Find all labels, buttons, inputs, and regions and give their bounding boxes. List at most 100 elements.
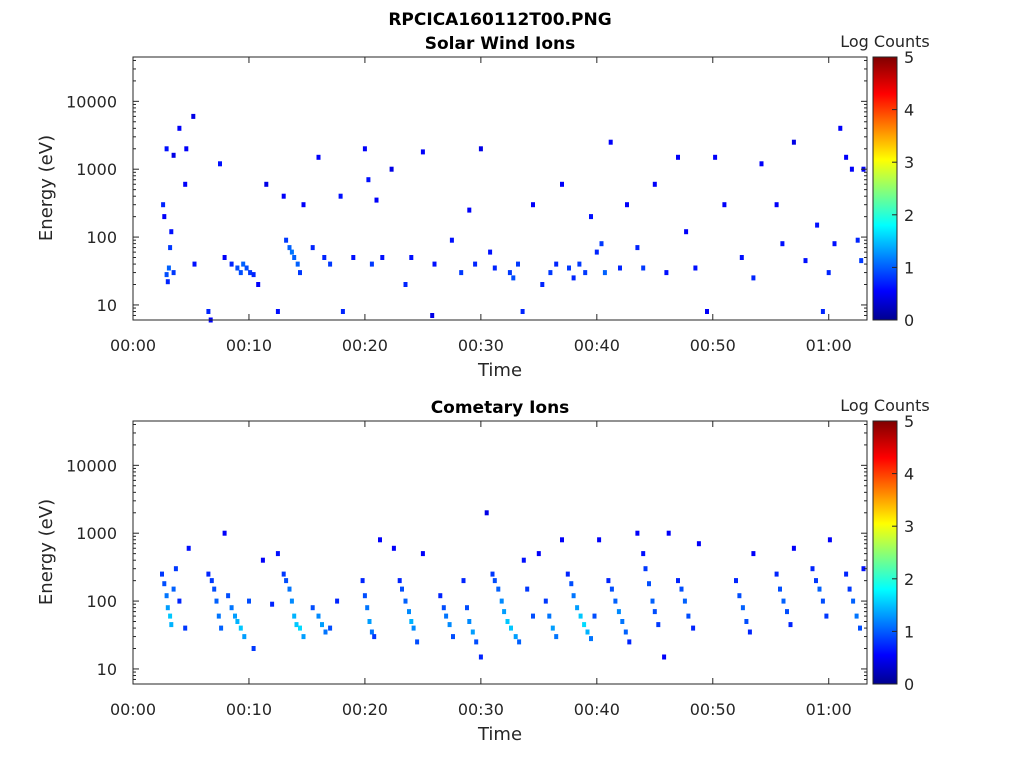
cometary-ions-y-tick-label: 10000	[66, 456, 117, 475]
solar-wind-ions-cell	[567, 265, 571, 271]
cometary-ions-cell	[275, 551, 280, 557]
cometary-ions-cell	[747, 629, 752, 635]
solar-wind-ions-cell	[218, 161, 222, 167]
solar-wind-ions-xlabel: Time	[477, 360, 522, 381]
solar-wind-ions-cell	[161, 202, 166, 208]
cometary-ions-cell	[820, 598, 825, 604]
solar-wind-ions-cell	[820, 309, 825, 314]
solar-wind-ions-colorbar-tick-label: 2	[904, 206, 914, 225]
solar-wind-ions-y-ticks: 10 100 1000 10000	[66, 59, 867, 321]
solar-wind-ions-cell	[409, 255, 414, 260]
cometary-ions-cell	[360, 578, 365, 584]
cometary-ions-cell	[251, 646, 256, 651]
solar-wind-ions-cell	[751, 275, 756, 281]
cometary-ions-cell	[209, 578, 214, 584]
cometary-ions-cell	[778, 586, 782, 592]
solar-wind-ions-cell	[511, 275, 516, 281]
solar-wind-ions-cell	[459, 270, 464, 276]
solar-wind-ions-cell	[774, 202, 779, 208]
cometary-ions-cell	[635, 530, 640, 536]
cometary-ions-cell	[543, 598, 548, 604]
solar-wind-ions-cell	[589, 214, 593, 220]
solar-wind-ions-x-tick-label: 00:20	[342, 336, 388, 355]
solar-wind-ions-cell	[191, 113, 196, 119]
solar-wind-ions-cell	[838, 125, 843, 131]
cometary-ions-cell	[623, 629, 628, 635]
solar-wind-ions-colorbar-tick-label: 0	[904, 311, 914, 330]
solar-wind-ions-ylabel: Energy (eV)	[36, 135, 57, 241]
cometary-ions-cell	[242, 634, 247, 640]
solar-wind-ions-cell	[855, 237, 860, 243]
cometary-ions-cell	[582, 622, 587, 628]
cometary-ions-cell	[613, 598, 618, 604]
cometary-ions-cell	[536, 551, 541, 557]
solar-wind-ions-colorbar	[872, 56, 898, 321]
cometary-ions-cell	[575, 605, 580, 611]
cometary-ions-cell	[474, 639, 479, 645]
cometary-ions-cell	[616, 609, 621, 615]
cometary-ions-x-tick-label: 00:30	[458, 700, 504, 719]
solar-wind-ions-cell	[166, 265, 171, 271]
solar-wind-ions-cell	[859, 258, 864, 264]
solar-wind-ions-cell	[492, 265, 497, 271]
cometary-ions-cell	[817, 586, 822, 592]
solar-wind-ions-cell	[380, 255, 385, 260]
cometary-ions-cell	[260, 557, 265, 563]
solar-wind-ions-cell	[635, 245, 640, 251]
solar-wind-ions-x-tick-label: 00:40	[574, 336, 620, 355]
solar-wind-ions-cell	[292, 255, 297, 260]
cometary-ions-cell	[696, 541, 701, 547]
cometary-ions-x-ticks: 00:00 00:10 00:20 00:30 00:40 00:50 01:00	[110, 421, 852, 719]
solar-wind-ions-y-tick-label: 1000	[76, 160, 117, 179]
solar-wind-ions-y-tick-label: 10000	[66, 92, 117, 111]
solar-wind-ions-cell	[693, 265, 698, 271]
solar-wind-ions-cell	[338, 193, 343, 199]
cometary-ions-cell	[641, 551, 646, 557]
solar-wind-ions-cell	[238, 270, 243, 276]
cometary-ions-cell	[226, 593, 231, 599]
solar-wind-ions-x-tick-label: 00:50	[690, 336, 736, 355]
solar-wind-ions-cell	[478, 146, 483, 152]
solar-wind-ions-cell	[652, 181, 657, 187]
cometary-ions-cell	[328, 625, 333, 631]
cometary-ions-cell	[505, 619, 510, 624]
solar-wind-ions-cell	[183, 181, 188, 187]
solar-wind-ions-cell	[449, 237, 454, 243]
cometary-ions-cell	[238, 625, 243, 631]
cometary-ions-cell	[289, 598, 294, 604]
solar-wind-ions-cell	[287, 245, 292, 251]
cometary-ions-y-tick-label: 10	[97, 660, 117, 679]
cometary-ions-colorbar	[872, 420, 898, 685]
solar-wind-ions-x-ticks: 00:00 00:10 00:20 00:30 00:40 00:50 01:00	[110, 57, 852, 355]
cometary-ions-cell	[652, 609, 657, 615]
solar-wind-ions-cell	[362, 146, 367, 152]
solar-wind-ions-cell	[625, 202, 629, 208]
cometary-ions-cell	[235, 619, 240, 624]
cometary-ions-cell	[589, 636, 593, 642]
solar-wind-ions-colorbar-tick-label: 5	[904, 48, 914, 67]
solar-wind-ions-title: Solar Wind Ions	[425, 34, 576, 54]
solar-wind-ions-cell	[826, 270, 831, 276]
cometary-ions-cell	[517, 639, 522, 645]
cometary-ions-cell	[320, 622, 324, 628]
solar-wind-ions-cell	[251, 272, 256, 278]
cometary-ions-cell	[609, 586, 614, 592]
cometary-ions-cell	[781, 598, 786, 604]
solar-wind-ions-cell	[520, 309, 525, 314]
solar-wind-ions-y-tick-label: 10	[97, 296, 117, 315]
cometary-ions-cell	[492, 578, 497, 584]
solar-wind-ions-cell	[256, 282, 261, 287]
cometary-ions-cell	[407, 609, 411, 615]
cometary-ions-cells	[160, 510, 866, 660]
solar-wind-ions-cell	[295, 261, 300, 267]
solar-wind-ions-cell	[594, 249, 599, 255]
solar-wind-ions-cell	[248, 270, 253, 276]
cometary-ions-cell	[521, 557, 526, 563]
solar-wind-ions-cell	[583, 270, 588, 276]
cometary-ions-cell	[810, 566, 815, 572]
cometary-ions-cell	[362, 593, 367, 599]
cometary-ions-cell	[310, 605, 315, 611]
cometary-ions-cell	[785, 609, 789, 615]
cometary-ions-cell	[531, 613, 535, 619]
